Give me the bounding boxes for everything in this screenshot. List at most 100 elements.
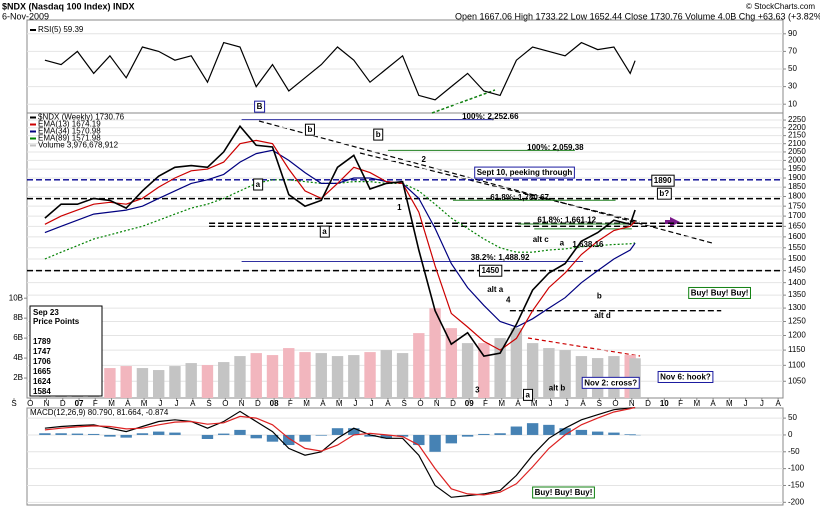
x-tick-label: F — [483, 399, 488, 408]
price-point: 1747 — [33, 347, 51, 356]
series-line — [44, 149, 636, 328]
annotation: 38.2%: 1,488.92 — [471, 253, 530, 262]
bar — [510, 328, 523, 398]
x-tick-label: O — [222, 399, 228, 408]
bar — [413, 333, 425, 398]
bar — [364, 434, 376, 437]
series-line — [44, 407, 636, 498]
x-tick-label: J — [744, 399, 748, 408]
annotation-box — [319, 225, 330, 238]
bar — [185, 363, 197, 398]
bar — [315, 353, 327, 398]
bar — [39, 433, 51, 435]
date: 6-Nov-2009 — [2, 11, 49, 21]
x-tick-label: A — [385, 399, 391, 408]
y-tick-label: 1800 — [788, 192, 806, 201]
annotation: b — [376, 130, 381, 139]
bar — [299, 434, 311, 442]
y-tick-label: 1250 — [788, 317, 806, 326]
x-tick-label: A — [515, 399, 521, 408]
x-tick-label: D — [645, 399, 651, 408]
y-tick-label: 2200 — [788, 123, 806, 132]
legend-label: EMA(13) 1674.19 — [38, 120, 101, 129]
x-tick-label: A — [775, 399, 781, 408]
series-line — [44, 124, 636, 357]
x-tick-label: M — [498, 399, 505, 408]
y-tick-label: 90 — [788, 29, 797, 38]
y-tick-label: 1300 — [788, 303, 806, 312]
y-tick-label: 2150 — [788, 131, 806, 140]
y-tick-label: 1900 — [788, 173, 806, 182]
annotation-box — [581, 376, 640, 389]
y-tick-label: 1500 — [788, 254, 806, 263]
y-tick-label: 1600 — [788, 232, 806, 241]
y-tick-label: 50 — [788, 413, 797, 422]
bar — [413, 434, 425, 446]
x-tick-label: S — [597, 399, 602, 408]
x-tick-label: N — [239, 399, 245, 408]
x-tick-label: O — [612, 399, 618, 408]
bar — [461, 434, 474, 437]
y2-tick-label: 8B — [13, 313, 23, 322]
y2-tick-label: 10B — [9, 293, 23, 302]
bar — [510, 426, 523, 435]
annotation: 3 — [475, 385, 480, 394]
x-tick-label: J — [175, 399, 179, 408]
bar — [87, 433, 100, 435]
x-tick-label: F — [678, 399, 683, 408]
y-tick-label: 10 — [788, 99, 797, 108]
annotation-box — [304, 123, 315, 136]
bar — [331, 356, 344, 398]
price-point: 1624 — [33, 377, 51, 386]
x-tick-label: M — [303, 399, 310, 408]
bar — [250, 353, 262, 398]
bar — [478, 433, 490, 435]
bar — [380, 350, 392, 398]
y-tick-label: -100 — [788, 464, 805, 473]
x-tick-label: M — [336, 399, 343, 408]
annotation-box — [474, 166, 575, 179]
bar — [478, 343, 490, 398]
y-tick-label: 1400 — [788, 278, 806, 287]
y2-tick-label: 2B — [13, 373, 23, 382]
annotation-box — [523, 388, 534, 401]
bar — [575, 356, 588, 398]
annotation: b — [597, 291, 602, 300]
x-tick-label: M — [726, 399, 733, 408]
annotation: Sept 10, peeking through — [477, 168, 573, 177]
bar — [543, 424, 555, 435]
legend-label: EMA(89) 1571.98 — [38, 134, 101, 143]
bar — [494, 433, 506, 435]
bar — [526, 423, 539, 435]
annotation: 1 — [397, 203, 402, 212]
annotation: alt c — [533, 235, 550, 244]
bar — [348, 428, 360, 435]
bar — [591, 431, 604, 435]
x-tick-label: N — [629, 399, 635, 408]
bar — [169, 366, 181, 398]
panel-title: MACD(12,26,9) 80.790, 81.664, -0.874 — [30, 408, 169, 417]
annotation: alt d — [594, 311, 611, 320]
arrow — [665, 217, 680, 227]
y2-tick-label: 6B — [13, 333, 23, 342]
bar — [396, 353, 409, 398]
y-tick-label: 70 — [788, 47, 797, 56]
x-tick-label: O — [27, 399, 33, 408]
price-point: 1665 — [33, 367, 51, 376]
bar — [120, 366, 132, 398]
annotation: 61.8%: 1,780.67 — [490, 193, 549, 202]
bar — [266, 355, 279, 398]
bar — [234, 356, 246, 398]
annotation: 1450 — [481, 266, 499, 275]
annotation-box — [657, 370, 714, 383]
series-line — [44, 41, 636, 101]
price-point: 1789 — [33, 337, 51, 346]
bar — [348, 355, 360, 398]
y-tick-label: 30 — [788, 82, 797, 91]
annotation: b? — [659, 189, 669, 198]
annotation-box — [478, 264, 503, 277]
annotation: Buy! Buy! Buy! — [535, 488, 593, 497]
annotation-box — [373, 128, 384, 141]
